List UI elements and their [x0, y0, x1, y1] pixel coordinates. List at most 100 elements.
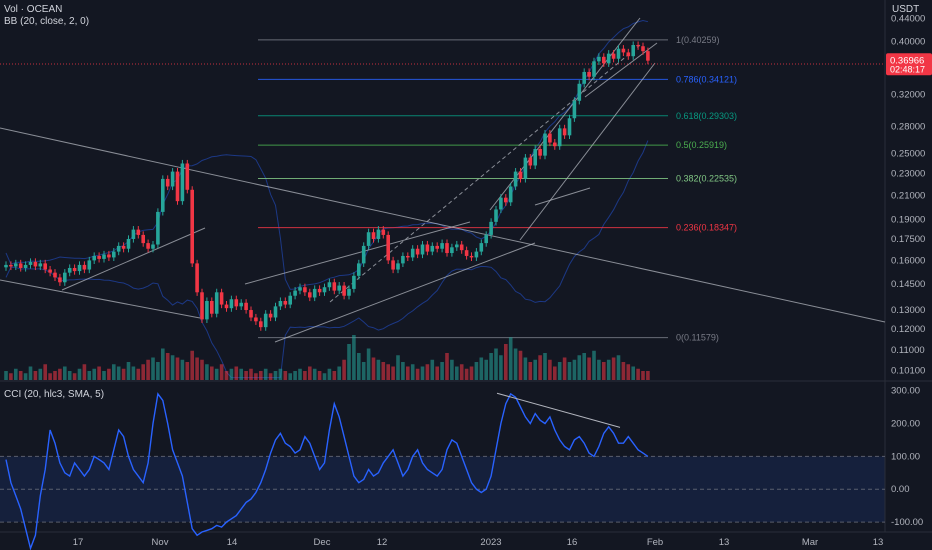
- candle-body: [322, 287, 327, 293]
- volume-bar: [322, 373, 327, 380]
- bb-legend[interactable]: BB (20, close, 2, 0): [4, 16, 90, 27]
- price-tick-5: 0.25000: [891, 149, 925, 160]
- volume-bar: [205, 364, 209, 380]
- volume-bar: [283, 371, 288, 380]
- cci-tick-3: 0.00: [891, 484, 910, 495]
- volume-bar: [469, 366, 474, 380]
- volume-bar: [28, 366, 33, 380]
- volume-bar: [244, 371, 248, 380]
- candle-body: [484, 234, 488, 244]
- volume-bar: [53, 371, 57, 380]
- candle-body: [121, 245, 126, 249]
- volume-bar: [450, 359, 454, 380]
- volume-bar: [553, 366, 557, 380]
- candle-body: [641, 46, 645, 52]
- candle-body: [489, 221, 493, 235]
- volume-bar: [136, 368, 141, 380]
- fib-label-6: 0(0.11579): [676, 333, 719, 343]
- volume-bar: [332, 371, 337, 380]
- trend-line-4: [274, 242, 536, 343]
- candle-body: [131, 229, 136, 239]
- volume-bar: [636, 368, 640, 380]
- candle-body: [337, 285, 341, 291]
- volume-bar: [58, 368, 62, 380]
- volume-bar: [567, 362, 572, 380]
- price-tick-6: 0.23000: [891, 169, 925, 180]
- volume-bar: [97, 366, 101, 380]
- volume-bar: [366, 348, 371, 380]
- bb-upper: [5, 19, 649, 290]
- candle-body: [410, 248, 415, 258]
- candle-body: [396, 263, 400, 270]
- candle-body: [464, 250, 469, 256]
- candle-body: [606, 53, 611, 64]
- candle-body: [126, 238, 131, 249]
- candle-body: [592, 61, 596, 77]
- fibonacci-retracement: 1(0.40259) 0.786(0.34121) 0.618(0.29303) 0.…: [258, 35, 737, 343]
- cci-axis: 300.00 200.00 100.00 0.00 -100.00: [891, 386, 923, 529]
- volume-bar: [523, 357, 528, 380]
- volume-bar: [602, 362, 606, 380]
- volume-bar: [234, 366, 239, 380]
- volume-bar: [170, 355, 175, 380]
- time-tick-3: Dec: [314, 537, 331, 548]
- candle-body: [440, 243, 444, 249]
- fib-label-5: 0.236(0.18347): [676, 223, 737, 233]
- volume-bar: [445, 353, 449, 380]
- price-tick-13: 0.12000: [891, 324, 925, 335]
- volume-bar: [92, 368, 96, 380]
- candle-body: [381, 229, 386, 235]
- candle-body: [254, 317, 258, 322]
- volume-bar: [337, 366, 341, 380]
- volume-bar: [72, 373, 77, 380]
- volume-bar: [376, 359, 381, 380]
- candle-body: [425, 244, 430, 252]
- candle-body: [499, 197, 503, 210]
- candle-body: [283, 300, 288, 305]
- volume-bar: [229, 368, 234, 380]
- fib-label-3: 0.5(0.25919): [676, 140, 727, 150]
- price-tick-9: 0.17500: [891, 234, 925, 245]
- volume-bar: [43, 364, 47, 380]
- volume-bar: [371, 357, 376, 380]
- candle-body: [224, 304, 229, 309]
- volume-bar: [381, 362, 386, 380]
- candle-body: [631, 45, 635, 57]
- time-tick-7: Feb: [647, 537, 663, 548]
- volume-bar: [352, 335, 356, 380]
- cci-line: [5, 392, 649, 550]
- volume-legend[interactable]: Vol · OCEAN: [4, 4, 63, 15]
- volume-bar: [14, 368, 18, 380]
- candle-body: [357, 263, 361, 276]
- volume-bar: [254, 373, 258, 380]
- volume-bar: [538, 355, 542, 380]
- volume-bar: [597, 359, 601, 380]
- cci-legend[interactable]: CCI (20, hlc3, SMA, 5): [4, 389, 105, 400]
- fib-label-1: 0.786(0.34121): [676, 74, 737, 84]
- price-tick-12: 0.13000: [891, 305, 925, 316]
- candle-body: [494, 209, 498, 222]
- candle-body: [268, 313, 273, 318]
- candle-body: [636, 45, 640, 47]
- candle-body: [406, 255, 410, 258]
- candle-body: [562, 128, 567, 136]
- candle-body: [303, 287, 307, 293]
- volume-bar: [121, 368, 126, 380]
- candle-body: [587, 71, 591, 77]
- volume-bar: [23, 373, 28, 380]
- candle-body: [234, 299, 239, 307]
- price-tick-14: 0.11000: [891, 345, 925, 356]
- volume-bar: [9, 373, 13, 380]
- fib-label-2: 0.618(0.29303): [676, 111, 737, 121]
- candle-body: [479, 243, 484, 252]
- trend-line-9: [584, 42, 658, 98]
- candle-body: [538, 148, 542, 156]
- candle-body: [293, 290, 297, 296]
- bb-lower: [5, 140, 649, 379]
- candle-body: [239, 302, 243, 307]
- candle-body: [567, 118, 572, 136]
- volume-bar: [342, 359, 346, 380]
- volume-bar: [464, 368, 469, 380]
- candle-body: [48, 269, 52, 273]
